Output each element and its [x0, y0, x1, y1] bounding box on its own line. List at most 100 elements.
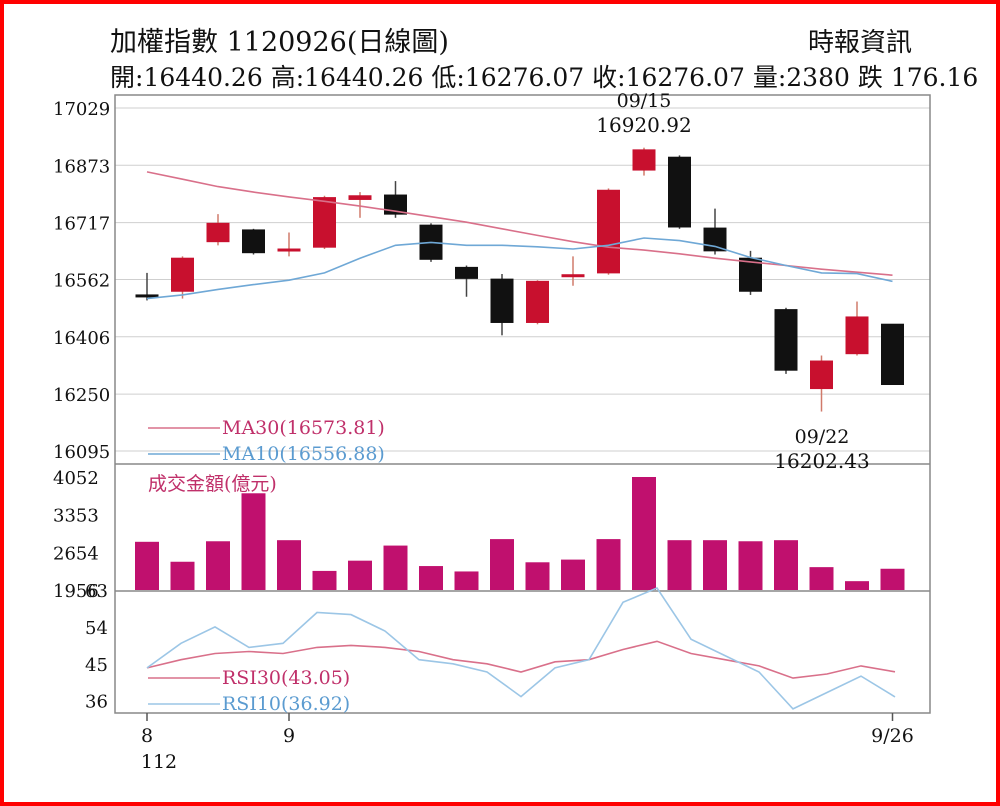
volume-bar	[632, 477, 656, 590]
rsi-tick-label: 54	[85, 618, 108, 639]
candle-down	[774, 309, 798, 371]
ma30-label: MA30(16573.81)	[222, 417, 385, 439]
price-tick-label: 16717	[53, 214, 110, 235]
candle-up	[526, 280, 549, 323]
annotation-low-value: 16202.43	[774, 449, 869, 473]
price-tick-label: 16562	[53, 271, 110, 292]
candle-up	[632, 149, 656, 171]
candle-up	[561, 274, 585, 278]
volume-bar	[809, 567, 834, 590]
chart-labels: MA30(16573.81) MA10(16556.88) 成交金額(億元) R…	[148, 90, 870, 715]
chart-title: 加權指數 1120926(日線圖)	[110, 27, 449, 58]
volume-bar	[454, 571, 479, 590]
candles	[135, 147, 904, 412]
annotation-high-value: 16920.92	[596, 113, 691, 137]
volume-tick-label: 1956	[53, 581, 99, 602]
high-value: 16440.26	[304, 63, 424, 92]
candle-down	[242, 229, 265, 254]
price-tick-label: 16095	[53, 442, 110, 463]
volume-bar	[774, 540, 798, 590]
volume-bar	[490, 539, 514, 590]
grid-lines	[115, 107, 930, 452]
volume-tick-label: 2654	[53, 543, 99, 564]
candle-down	[703, 227, 727, 252]
x-tick-sublabel: 112	[141, 751, 177, 773]
volume-bar	[738, 541, 763, 590]
candle-down	[490, 278, 514, 323]
candle-up	[348, 195, 372, 200]
change-label: 跌	[857, 63, 883, 92]
volume-bar	[170, 561, 195, 590]
data-source: 時報資訊	[808, 28, 913, 58]
high-label: 高	[270, 63, 296, 92]
volume-bar	[525, 562, 550, 590]
volume-bar	[206, 541, 230, 590]
annotation-high-date: 09/15	[617, 90, 672, 112]
price-tick-label: 16873	[53, 156, 110, 177]
plot-border	[114, 94, 931, 714]
rsi30-label: RSI30(43.05)	[222, 667, 350, 689]
candle-down	[668, 156, 691, 228]
ma30-line	[146, 171, 893, 276]
candle-up	[810, 360, 833, 390]
candle-up	[206, 222, 230, 243]
volume-bar	[845, 581, 869, 590]
moving-averages	[146, 171, 893, 455]
candle-down	[881, 323, 904, 386]
volume-bar	[241, 493, 266, 590]
candle-down	[384, 194, 407, 215]
ma10-line	[146, 237, 893, 300]
price-tick-label: 16406	[53, 328, 110, 349]
volume-bar	[596, 539, 621, 590]
volume-tick-label: 4052	[53, 468, 99, 489]
ma10-label: MA10(16556.88)	[222, 443, 385, 465]
open-value: 16440.26	[143, 63, 263, 92]
rsi10-line	[146, 587, 896, 710]
rsi-lines	[146, 587, 896, 710]
change-value: 176.16	[890, 63, 979, 92]
x-tick-label: 9/26	[871, 725, 914, 747]
volume-bar	[135, 541, 159, 590]
low-value: 16276.07	[464, 63, 585, 92]
volume-value: 2380	[786, 63, 850, 92]
rsi-tick-label: 45	[85, 655, 108, 676]
volume-bar	[561, 559, 585, 590]
volume-title: 成交金額(億元)	[148, 473, 277, 495]
close-label: 收	[592, 63, 618, 92]
x-tick-label: 8	[141, 725, 153, 747]
volume-tick-label: 3353	[53, 506, 99, 527]
volume-bar	[703, 540, 727, 590]
open-label: 開	[110, 63, 136, 92]
rsi-tick-label: 36	[85, 692, 108, 713]
candle-up	[845, 316, 869, 355]
volume-bar	[312, 570, 337, 590]
volume-label: 量	[752, 63, 778, 92]
price-tick-label: 16250	[53, 385, 110, 406]
price-tick-label: 17029	[53, 99, 110, 120]
volume-bar	[383, 545, 408, 590]
volume-bar	[348, 560, 372, 590]
x-tick-label: 9	[283, 725, 295, 747]
volume-bar	[667, 540, 692, 590]
annotation-low-date: 09/22	[795, 426, 850, 448]
candle-up	[277, 248, 301, 252]
close-value: 16276.07	[625, 63, 745, 92]
ohlc-summary: 開:16440.26 高:16440.26 低:16276.07 收:16276…	[110, 63, 979, 92]
candle-up	[597, 189, 620, 274]
candle-up	[313, 197, 336, 248]
candle-up	[171, 257, 194, 292]
volume-bar	[277, 540, 301, 590]
axis-labels: 17029 16873 16717 16562 16406 16250 16095 4052 3…	[53, 99, 914, 773]
rsi30-line	[146, 640, 896, 679]
candle-down	[455, 266, 478, 279]
low-label: 低	[431, 63, 457, 92]
panel-borders	[114, 94, 931, 714]
rsi-tick-label: 63	[85, 581, 108, 602]
volume-bars	[135, 477, 905, 590]
rsi10-label: RSI10(36.92)	[222, 693, 350, 715]
volume-bar	[419, 566, 443, 590]
volume-bar	[880, 568, 905, 590]
candle-down	[135, 294, 159, 298]
